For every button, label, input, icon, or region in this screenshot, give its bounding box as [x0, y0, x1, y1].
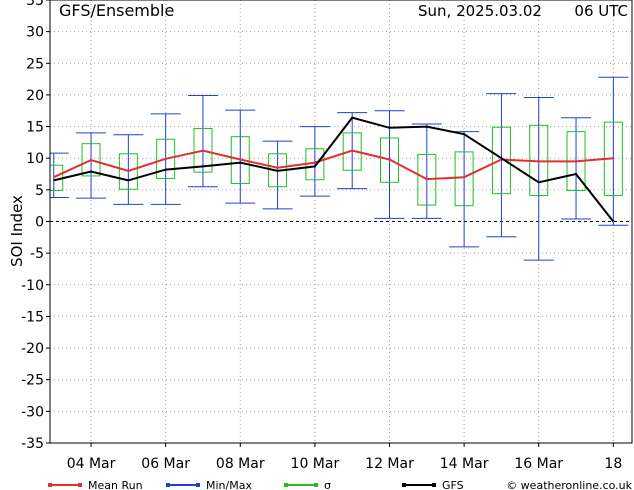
y-tick-label: 5	[35, 183, 44, 199]
minmax-whisker	[299, 126, 330, 197]
minmax-whisker	[598, 76, 629, 226]
minmax-whisker	[523, 96, 554, 261]
legend-minmax: Min/Max	[166, 479, 252, 490]
sigma-box	[417, 153, 437, 206]
x-tick-label: 14 Mar	[440, 456, 489, 472]
run-date: Sun, 2025.03.02	[418, 2, 542, 20]
minmax-whisker	[561, 117, 592, 220]
y-tick-label: -15	[21, 309, 44, 325]
sigma-box	[230, 136, 250, 185]
minmax-series	[50, 76, 629, 261]
y-tick-label: -25	[21, 373, 44, 389]
minmax-whisker	[225, 109, 256, 204]
x-axis: 04 Mar 06 Mar 08 Mar 10 Mar 12 Mar 14 Mar 16 M…	[67, 443, 622, 472]
sigma-series	[49, 121, 623, 207]
chart-title: GFS/Ensemble	[59, 1, 174, 20]
legend-sigma: σ	[284, 479, 331, 490]
sigma-box	[156, 138, 176, 179]
x-tick-label: 18	[604, 456, 622, 472]
legend-mean-label: Mean Run	[88, 479, 143, 490]
sigma-box	[380, 137, 399, 183]
sigma-box	[454, 151, 474, 207]
x-tick-label: 16 Mar	[514, 456, 563, 472]
x-tick-label: 08 Mar	[216, 456, 265, 472]
plot-frame	[49, 0, 633, 444]
y-tick-label: 30	[26, 25, 44, 41]
x-tick-label: 06 Mar	[141, 456, 190, 472]
y-tick-label: -20	[21, 341, 44, 357]
x-tick-label: 12 Mar	[365, 456, 414, 472]
legend-mean: Mean Run	[48, 479, 143, 490]
mean-run-line	[53, 149, 614, 181]
y-tick-label: 20	[26, 88, 44, 104]
grid	[50, 0, 632, 443]
legend-minmax-label: Min/Max	[206, 479, 252, 490]
minmax-whisker	[262, 140, 293, 210]
y-tick-label: 15	[26, 120, 44, 136]
line-series	[53, 116, 615, 223]
y-tick-label: -5	[30, 246, 44, 262]
y-tick-label: -35	[21, 436, 44, 452]
y-tick-label: 25	[26, 56, 44, 72]
sigma-box	[118, 153, 138, 190]
y-tick-label: -30	[21, 404, 44, 420]
legend-gfs: GFS	[402, 479, 464, 490]
sigma-box	[342, 132, 362, 171]
y-tick-label: -10	[21, 278, 44, 294]
x-tick-label: 10 Mar	[291, 456, 340, 472]
gfs-line	[53, 116, 615, 223]
credit-text: © weatheronline.co.uk	[506, 479, 632, 490]
legend: Mean Run Min/Max σ GFS © weatheronline.c…	[48, 479, 633, 490]
minmax-whisker	[449, 131, 480, 248]
y-axis-label: SOI Index	[8, 195, 26, 267]
minmax-whisker	[113, 134, 144, 205]
y-tick-label: 10	[26, 151, 44, 167]
legend-sigma-label: σ	[324, 479, 331, 490]
y-tick-label: 0	[35, 215, 44, 231]
x-tick-label: 04 Mar	[67, 456, 116, 472]
y-tick-label: 35	[26, 0, 44, 9]
sigma-box	[81, 143, 101, 177]
sigma-box	[193, 127, 213, 173]
y-axis: -35 -30 -25 -20 -15 -10 -5 0 5 10 15 20 25 30 35	[21, 0, 50, 452]
run-cycle: 06 UTC	[574, 2, 628, 20]
minmax-whisker	[187, 95, 218, 188]
minmax-whisker	[411, 123, 442, 219]
minmax-whisker	[486, 93, 517, 238]
legend-gfs-label: GFS	[442, 479, 464, 490]
